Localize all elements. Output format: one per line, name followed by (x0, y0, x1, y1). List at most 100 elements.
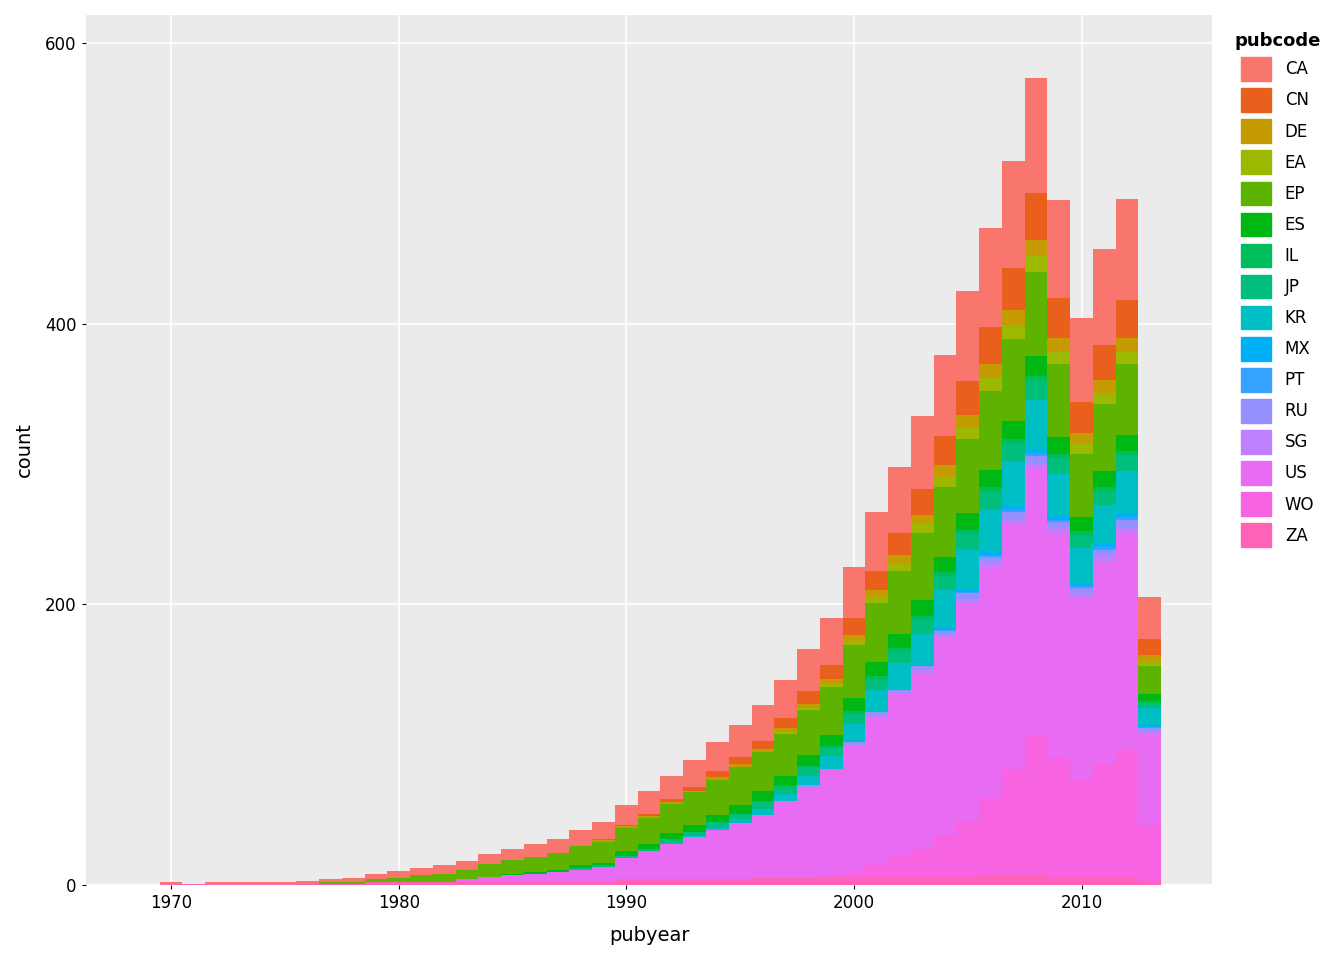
Bar (433, 874, 456, 882)
Bar (1116, 338, 1138, 351)
Bar (296, 883, 319, 885)
Bar (934, 590, 957, 627)
Bar (364, 879, 387, 882)
Bar (1070, 588, 1093, 593)
Bar (866, 878, 888, 885)
Bar (934, 627, 957, 630)
Bar (251, 883, 274, 885)
Bar (1116, 876, 1138, 885)
Bar (911, 664, 934, 666)
Bar (888, 651, 911, 663)
Bar (1093, 250, 1116, 345)
Bar (683, 825, 706, 831)
Bar (980, 391, 1001, 469)
Bar (911, 634, 934, 664)
Bar (751, 809, 774, 815)
Bar (1001, 439, 1024, 444)
Bar (1024, 876, 1047, 885)
Bar (911, 524, 934, 533)
Bar (410, 868, 433, 876)
Bar (774, 878, 797, 885)
Bar (1001, 420, 1024, 439)
Bar (706, 830, 728, 879)
Bar (478, 854, 501, 864)
Bar (1047, 876, 1070, 885)
Bar (1024, 463, 1047, 468)
Bar (957, 427, 980, 439)
Bar (1024, 272, 1047, 356)
Bar (980, 563, 1001, 566)
Bar (1138, 708, 1161, 725)
Bar (1024, 448, 1047, 453)
Bar (934, 572, 957, 576)
Bar (593, 867, 616, 881)
Bar (911, 670, 934, 673)
Bar (547, 881, 570, 885)
Bar (593, 842, 616, 863)
Bar (1001, 876, 1024, 885)
Bar (797, 767, 820, 776)
Bar (866, 662, 888, 676)
Bar (1001, 310, 1024, 325)
Bar (1001, 339, 1024, 420)
Bar (843, 711, 866, 714)
Bar (1001, 268, 1024, 310)
Bar (911, 533, 934, 600)
Bar (593, 839, 616, 840)
Bar (1047, 459, 1070, 474)
Bar (1001, 518, 1024, 524)
Bar (888, 564, 911, 571)
Bar (843, 699, 866, 711)
Bar (1024, 256, 1047, 272)
Bar (1093, 876, 1116, 885)
Bar (616, 852, 637, 855)
Bar (911, 515, 934, 524)
Bar (1116, 199, 1138, 300)
Bar (1001, 444, 1024, 461)
Bar (1093, 550, 1116, 555)
Bar (1116, 471, 1138, 514)
Bar (1116, 435, 1138, 451)
Bar (1138, 694, 1161, 701)
Bar (1093, 505, 1116, 544)
Bar (660, 845, 683, 879)
Bar (1138, 725, 1161, 727)
Bar (843, 742, 866, 745)
Bar (728, 879, 751, 885)
Bar (911, 849, 934, 876)
Bar (364, 882, 387, 885)
Bar (957, 876, 980, 885)
Bar (1070, 517, 1093, 532)
Bar (1047, 520, 1070, 521)
Bar (934, 436, 957, 466)
Bar (820, 746, 843, 748)
Bar (866, 679, 888, 690)
Bar (1047, 533, 1070, 757)
Bar (934, 557, 957, 572)
Bar (1116, 527, 1138, 533)
Bar (980, 326, 1001, 365)
Bar (888, 467, 911, 533)
Bar (228, 882, 251, 883)
Bar (160, 882, 183, 883)
Bar (341, 883, 364, 885)
Bar (957, 439, 980, 514)
Bar (1070, 318, 1093, 402)
Bar (1070, 597, 1093, 780)
Bar (911, 620, 934, 634)
Bar (888, 555, 911, 564)
Bar (501, 881, 524, 885)
Y-axis label: count: count (15, 422, 34, 477)
Bar (1093, 487, 1116, 491)
Bar (911, 673, 934, 849)
Bar (774, 718, 797, 728)
Bar (911, 666, 934, 670)
Bar (660, 833, 683, 839)
Bar (593, 840, 616, 842)
Bar (1024, 468, 1047, 735)
Bar (866, 512, 888, 571)
Bar (751, 815, 774, 878)
Bar (616, 827, 637, 828)
Bar (911, 600, 934, 615)
Bar (1001, 325, 1024, 339)
